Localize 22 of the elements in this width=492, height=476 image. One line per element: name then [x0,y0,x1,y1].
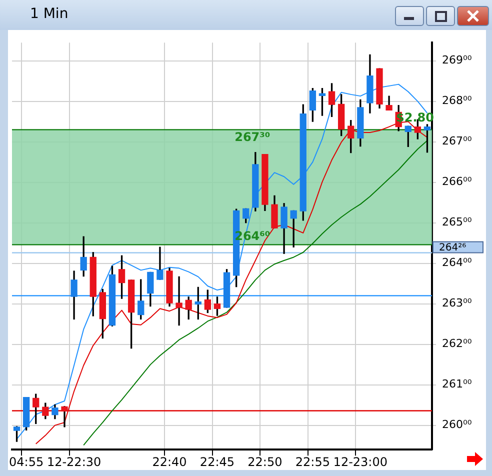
x-tick-label: 04:55 [9,454,44,469]
y-tick-label: 267⁰⁰ [442,134,472,148]
x-tick-label: 22:50 [248,454,282,469]
y-tick-label: 262⁰⁰ [442,337,472,350]
chart-title: 1 Min [30,6,68,22]
x-tick-label: 12-23:00 [333,454,388,469]
x-tick-label: 22:40 [152,454,187,469]
y-tick-label: 268⁰⁰ [442,94,472,108]
y-tick-label: 261⁰⁰ [442,378,472,391]
y-tick-label: 266⁰⁰ [442,175,472,188]
y-tick-label: 263⁰⁰ [442,296,472,310]
ref-line-label: 264²⁶ [439,242,466,254]
candlestick [176,276,182,326]
y-tick-label: 269⁰⁰ [442,54,472,67]
y-tick-label: 260⁰⁰ [442,418,472,432]
y-tick-label: 264⁰⁰ [442,256,472,270]
x-tick-label: 22:45 [200,454,235,469]
y-tick-label: 265⁰⁰ [442,216,472,229]
x-tick-label: 22:55 [295,454,330,469]
candlestick [61,406,68,428]
x-tick-label: 12-22:30 [46,454,102,469]
annotation: 267³⁰ [234,130,270,144]
